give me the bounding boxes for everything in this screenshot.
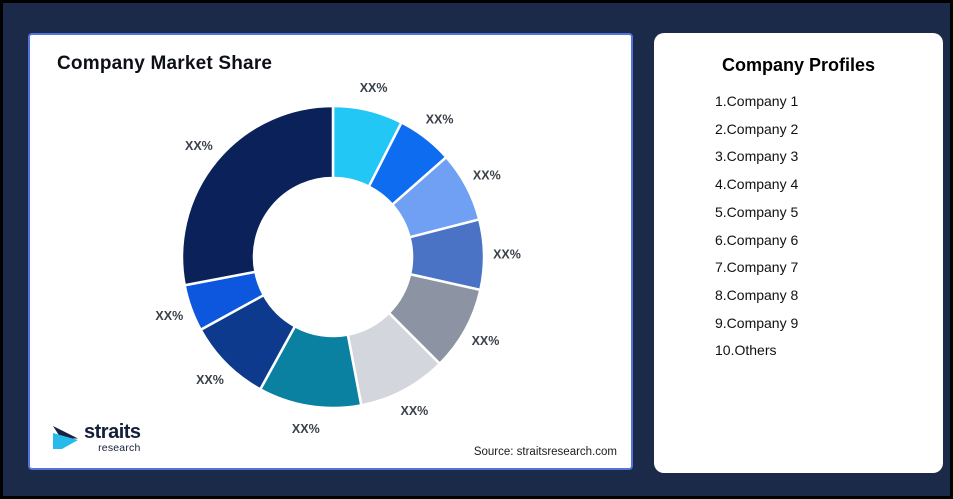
segment-label-7: XX% (292, 422, 320, 436)
list-item: 1.Company 1 (715, 93, 799, 109)
list-item: 2.Company 2 (715, 120, 799, 137)
segment-label-3: XX% (473, 169, 501, 183)
chart-title: Company Market Share (57, 53, 273, 74)
straits-logo: straits research (50, 422, 141, 455)
list-item: 3.Company 3 (715, 148, 799, 165)
list-item: 5.Company 5 (715, 203, 799, 220)
logo-text: straits research (84, 422, 141, 455)
segment-label-8: XX% (196, 373, 224, 387)
list-item: 4.Company 4 (715, 176, 799, 193)
list-item: 10.Others (715, 342, 777, 359)
logo-name: straits (84, 421, 141, 444)
segment-label-2: XX% (426, 113, 454, 127)
donut-segment-10 (180, 104, 335, 287)
list-item: 6.Company 6 (715, 231, 799, 248)
profiles-title: Company Profiles (721, 55, 876, 75)
list-item: 8.Company 8 (715, 286, 799, 303)
list-item: 7.Company 7 (715, 259, 799, 276)
company-profiles-card: Company Profiles 1.Company 1 2.Company 2 3… (654, 33, 943, 473)
donut-chart: XX% XX% XX% XX% XX% XX% XX% XX% XX% XX% (155, 81, 521, 436)
logo-subname: research (98, 442, 141, 455)
market-share-card: XX% XX% XX% XX% XX% XX% XX% XX% XX% XX% Company M… (28, 33, 633, 470)
profiles-list: 1.Company 1 2.Company 2 3.Company 3 4.Compa… (654, 88, 943, 365)
segment-label-1: XX% (360, 81, 388, 95)
segment-label-10: XX% (185, 139, 213, 153)
segment-label-6: XX% (401, 404, 429, 418)
segment-label-4: XX% (493, 247, 521, 261)
source-text: Source: straitsresearch.com (473, 446, 617, 458)
segment-label-5: XX% (472, 334, 500, 348)
list-item: 9.Company 9 (715, 314, 799, 331)
segment-label-9: XX% (155, 309, 183, 323)
straits-logo-icon (53, 425, 78, 449)
